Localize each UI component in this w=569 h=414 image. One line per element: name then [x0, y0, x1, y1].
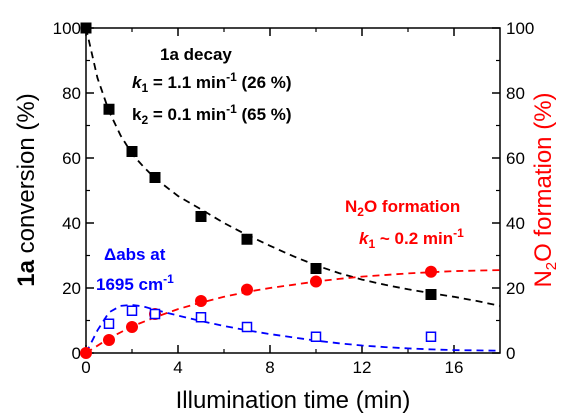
fit-curve-2: [85, 303, 501, 354]
annotation-decay-title: 1a decay: [160, 45, 232, 64]
dabs-point: [149, 308, 161, 320]
decay-point: [310, 263, 322, 274]
y-tick-label-right: 80: [506, 84, 525, 103]
decay-point: [80, 22, 92, 34]
decay-point: [425, 289, 437, 300]
y-tick-label-right: 40: [506, 214, 525, 233]
decay-point: [103, 103, 115, 115]
fit-curves: [85, 27, 501, 354]
dabs-point: [310, 331, 322, 342]
n2o-point: [195, 295, 207, 307]
annotation-n2o-k1: k1 ~ 0.2 min-1: [359, 226, 464, 251]
dabs-point: [126, 305, 138, 316]
y-tick-label-right: 20: [506, 279, 525, 298]
x-tick-label: 0: [81, 358, 90, 377]
fit-curve-1: [85, 269, 501, 354]
n2o-point: [126, 321, 138, 333]
x-tick-label: 16: [445, 358, 464, 377]
y-tick-label-left: 20: [62, 279, 81, 298]
x-axis-label: Illumination time (min): [176, 387, 411, 414]
decay-point: [195, 211, 207, 222]
y-tick-label-left: 100: [53, 19, 81, 38]
decay-point: [126, 146, 138, 157]
annotation-decay-k2: k2 = 0.1 min-1 (65 %): [132, 102, 292, 127]
annotation-dabs-line1: Δabs at: [104, 245, 166, 264]
fit-curve-0: [85, 27, 501, 307]
annotation-decay-k1: k1 = 1.1 min-1 (26 %): [132, 70, 292, 95]
n2o-point: [425, 265, 437, 278]
x-tick-label: 12: [353, 358, 372, 377]
y-axis-label-right: N2O formation (%): [530, 92, 560, 287]
annotation-n2o-title: N2O formation: [345, 197, 460, 219]
decay-point: [149, 172, 161, 183]
n2o-point: [310, 275, 322, 288]
y-tick-label-right: 60: [506, 149, 525, 168]
y-tick-label-right: 0: [506, 344, 515, 363]
dabs-point: [425, 331, 437, 342]
y-tick-label-left: 0: [72, 344, 81, 363]
dabs-point: [241, 321, 253, 333]
n2o-point: [80, 347, 92, 359]
y-tick-label-left: 40: [62, 214, 81, 233]
y-tick-label-left: 80: [62, 84, 81, 103]
n2o-point: [103, 334, 115, 346]
x-tick-label: 4: [173, 358, 182, 377]
x-tick-label: 8: [265, 358, 274, 377]
y-axis-label-left: 1a conversion (%): [13, 93, 40, 286]
decay-point: [241, 233, 253, 245]
annotation-dabs-line2: 1695 cm-1: [96, 272, 174, 294]
dabs-point: [195, 312, 207, 323]
data-markers: [80, 22, 437, 359]
y-tick-label-left: 60: [62, 149, 81, 168]
dabs-point: [103, 318, 115, 329]
y-tick-label-right: 100: [506, 19, 534, 38]
n2o-point: [241, 283, 253, 296]
